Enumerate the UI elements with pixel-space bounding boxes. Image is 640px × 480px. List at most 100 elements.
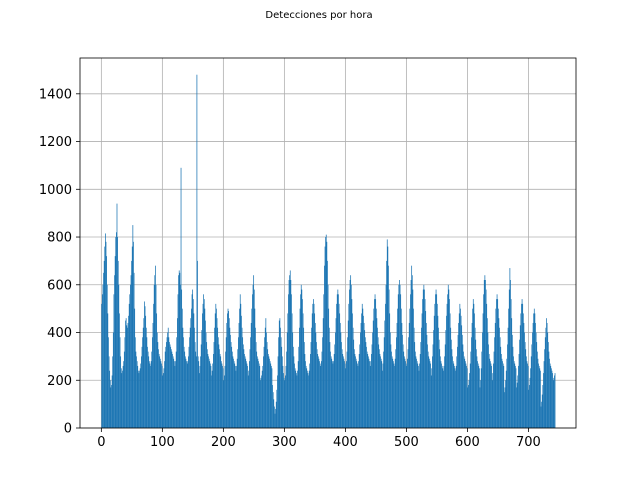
histogram-bar <box>185 358 187 428</box>
histogram-bar <box>192 289 194 428</box>
histogram-bar <box>377 337 379 428</box>
histogram-bar <box>109 370 111 428</box>
histogram-bar <box>299 308 301 428</box>
histogram-bar <box>238 322 240 428</box>
histogram-bar <box>167 332 168 428</box>
histogram-bar <box>403 356 405 428</box>
histogram-bar <box>148 361 150 428</box>
histogram-bar <box>204 308 206 428</box>
histogram-bar <box>275 401 277 428</box>
histogram-bar <box>184 351 186 428</box>
histogram-bar <box>189 337 190 428</box>
histogram-bar <box>106 284 108 428</box>
histogram-bar <box>257 358 259 428</box>
histogram-bar <box>491 380 493 428</box>
histogram-bar <box>192 299 194 428</box>
histogram-bar <box>435 294 436 428</box>
histogram-bar <box>411 275 413 428</box>
histogram-bar <box>464 361 466 428</box>
histogram-bar <box>494 322 496 428</box>
histogram-bar <box>408 337 409 428</box>
histogram-bar <box>169 342 170 428</box>
histogram-bar <box>235 370 237 428</box>
histogram-bar <box>212 363 214 428</box>
histogram-bar <box>397 294 399 428</box>
histogram-bar <box>368 358 370 428</box>
histogram-bar <box>255 342 257 428</box>
histogram-bar <box>374 299 375 428</box>
histogram-bar <box>263 356 264 428</box>
histogram-bar <box>360 332 361 428</box>
histogram-bar <box>507 327 509 428</box>
histogram-bar <box>454 368 456 428</box>
histogram-bar <box>114 256 116 428</box>
histogram-bar <box>543 361 545 428</box>
histogram-bar <box>378 349 380 428</box>
x-tick-label: 600 <box>455 435 480 450</box>
histogram-bar <box>432 356 433 428</box>
histogram-bar <box>168 337 170 428</box>
y-tick-label: 1400 <box>39 87 72 102</box>
histogram-bar <box>181 308 183 428</box>
histogram-bar <box>258 361 259 428</box>
histogram-bar <box>297 370 298 428</box>
histogram-bar <box>102 284 104 428</box>
histogram-bar <box>505 380 506 428</box>
histogram-bar <box>510 280 511 428</box>
histogram-bar <box>213 342 215 428</box>
histogram-bar <box>194 327 195 428</box>
histogram-bar <box>327 284 329 428</box>
histogram-bar <box>429 361 431 428</box>
histogram-bar <box>509 268 511 428</box>
histogram-bar <box>482 332 483 428</box>
histogram-bar <box>277 356 279 428</box>
histogram-bar <box>360 322 362 428</box>
histogram-bar <box>369 361 370 428</box>
histogram-bar <box>416 358 417 428</box>
histogram-bar <box>245 361 247 428</box>
histogram-bar <box>324 265 325 428</box>
histogram-bar <box>519 325 521 428</box>
histogram-bar <box>482 313 484 428</box>
histogram-bar <box>184 356 186 428</box>
histogram-bar <box>267 349 269 428</box>
histogram-bar <box>428 356 430 428</box>
histogram-bar <box>143 318 145 428</box>
histogram-bar <box>145 327 147 428</box>
histogram-bar <box>154 275 156 428</box>
histogram-bar <box>111 375 113 428</box>
histogram-bar <box>152 322 154 428</box>
histogram-bar <box>471 322 473 428</box>
histogram-bar <box>207 354 209 428</box>
histogram-bar <box>284 375 286 428</box>
histogram-bar <box>477 361 478 428</box>
histogram-bar <box>335 332 336 428</box>
histogram-bar <box>121 373 123 428</box>
histogram-bar <box>236 358 238 428</box>
histogram-bar <box>380 358 382 428</box>
histogram-bar <box>385 303 386 428</box>
histogram-bar <box>314 322 316 428</box>
histogram-bar <box>122 365 124 428</box>
axes-layer <box>79 57 577 429</box>
histogram-bar <box>156 332 158 428</box>
histogram-bar <box>308 375 309 428</box>
histogram-bar <box>219 349 220 428</box>
histogram-bar <box>361 313 363 428</box>
histogram-bar <box>488 354 490 428</box>
histogram-bar <box>385 284 387 428</box>
histogram-bar <box>542 385 544 428</box>
histogram-bar <box>370 361 372 428</box>
histogram-bar <box>150 361 152 428</box>
histogram-bar <box>173 361 175 428</box>
histogram-bar <box>237 349 239 428</box>
histogram-bar <box>413 327 415 428</box>
histogram-bar <box>548 351 550 428</box>
histogram-bar <box>335 318 337 428</box>
histogram-bar <box>219 354 221 428</box>
histogram-bar <box>475 349 477 428</box>
histogram-bar <box>205 332 207 428</box>
histogram-bar <box>216 308 217 428</box>
histogram-bar <box>446 315 447 428</box>
histogram-bar <box>540 370 541 428</box>
